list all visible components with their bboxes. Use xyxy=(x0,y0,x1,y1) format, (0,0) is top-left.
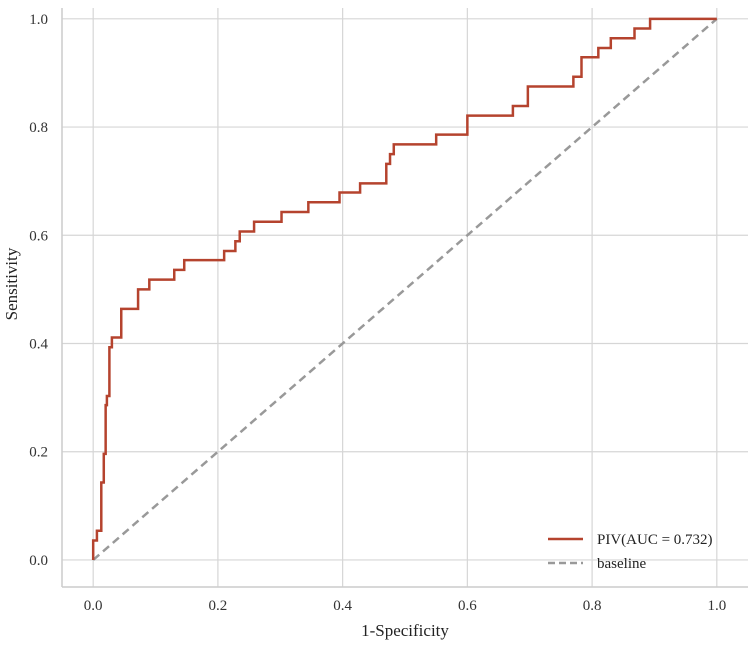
axes-frame xyxy=(61,8,748,588)
x-axis-label: 1-Specificity xyxy=(361,621,449,640)
x-tick-label: 1.0 xyxy=(707,598,726,614)
y-tick-label: 0.4 xyxy=(29,336,48,352)
y-tick-label: 0.0 xyxy=(29,553,48,569)
x-tick-label: 0.4 xyxy=(333,598,352,614)
x-tick-label: 0.8 xyxy=(583,598,602,614)
y-tick-label: 0.2 xyxy=(29,445,48,461)
y-tick-label: 1.0 xyxy=(29,12,48,28)
legend: PIV(AUC = 0.732) baseline xyxy=(548,532,713,572)
series-layer xyxy=(91,17,718,561)
tick-labels: 0.0 0.2 0.4 0.6 0.8 1.0 0.0 0.2 0.4 0.6 0.8 1.0 xyxy=(29,12,726,614)
y-tick-label: 0.6 xyxy=(29,228,48,244)
y-axis-label: Sensitivity xyxy=(2,247,21,320)
x-tick-label: 0.0 xyxy=(84,598,103,614)
y-tick-label: 0.8 xyxy=(29,120,48,136)
legend-label-baseline: baseline xyxy=(597,556,646,572)
legend-label-piv: PIV(AUC = 0.732) xyxy=(597,532,713,548)
series-line-baseline xyxy=(92,17,718,561)
x-tick-label: 0.2 xyxy=(209,598,228,614)
series-line-piv xyxy=(91,17,717,560)
grid xyxy=(62,8,748,587)
x-tick-label: 0.6 xyxy=(458,598,477,614)
